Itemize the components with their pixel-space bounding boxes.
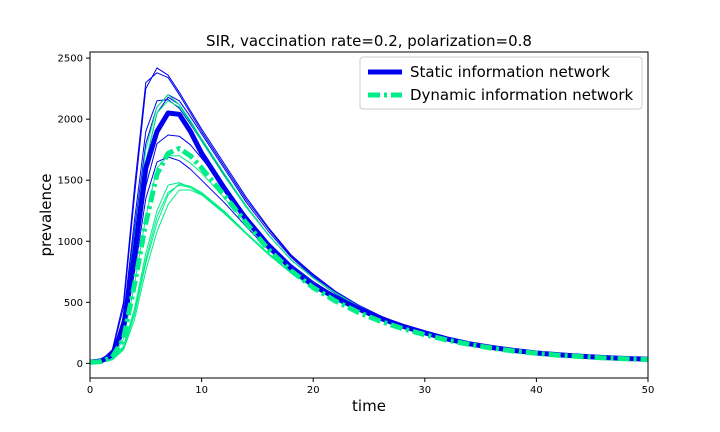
- x-tick-label: 40: [530, 385, 543, 396]
- y-tick-label: 0: [77, 359, 83, 370]
- x-tick-label: 50: [642, 385, 655, 396]
- chart-title: SIR, vaccination rate=0.2, polarization=…: [206, 32, 532, 50]
- y-tick-label: 1500: [58, 176, 83, 187]
- y-tick-label: 2500: [58, 54, 83, 65]
- x-axis: 0 10 20 30 40 50: [87, 378, 655, 396]
- y-tick-label: 500: [64, 298, 83, 309]
- legend-box: [359, 56, 643, 110]
- y-tick-label: 1000: [58, 237, 83, 248]
- y-axis: 0 500 1000 1500 2000 2500: [58, 54, 90, 370]
- series-line-dynamic-mean-1: [89, 146, 649, 365]
- legend-label-static: Static information network: [410, 63, 610, 81]
- y-tick-label: 2000: [58, 115, 83, 126]
- plot-lines: [89, 67, 649, 365]
- x-tick-label: 0: [87, 385, 93, 396]
- x-tick-label: 20: [307, 385, 320, 396]
- plot-frame: [89, 51, 649, 379]
- x-tick-label: 10: [195, 385, 208, 396]
- x-axis-title: time: [352, 397, 386, 415]
- y-axis-title: prevalence: [37, 173, 55, 256]
- legend-label-dynamic: Dynamic information network: [410, 86, 633, 104]
- legend: Static information network Dynamic infor…: [359, 56, 643, 110]
- x-tick-label: 30: [418, 385, 431, 396]
